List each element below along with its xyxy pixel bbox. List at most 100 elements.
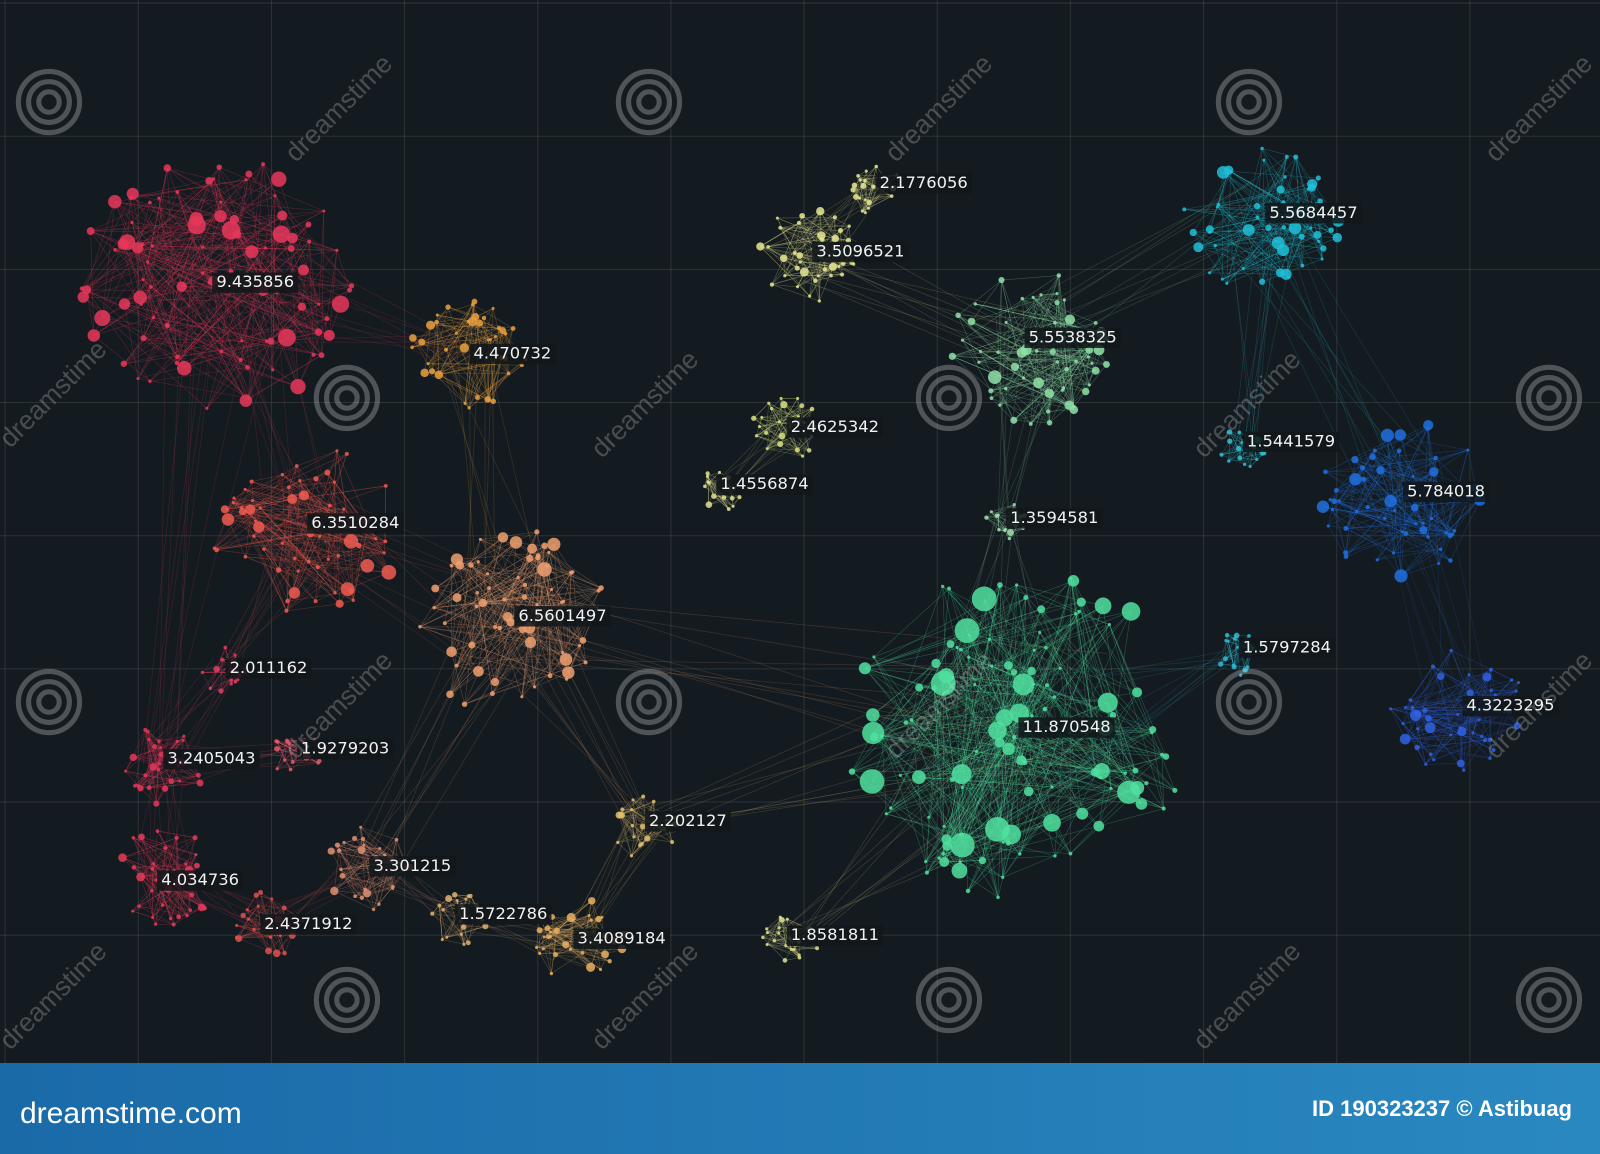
- node-dot: [586, 962, 596, 972]
- link-line: [156, 761, 164, 878]
- edge: [289, 744, 294, 763]
- node-dot: [1012, 735, 1017, 740]
- node-dot: [1055, 292, 1059, 296]
- edge: [181, 179, 247, 287]
- node-dot: [1045, 409, 1051, 414]
- edge: [338, 850, 343, 876]
- edge: [864, 166, 877, 181]
- link-line: [799, 174, 872, 265]
- node-dot: [86, 227, 95, 236]
- edge: [140, 178, 214, 305]
- node-dot: [1276, 185, 1285, 194]
- node-dot: [459, 932, 463, 936]
- edge: [436, 321, 491, 341]
- edge: [864, 166, 877, 181]
- edge: [278, 465, 298, 571]
- node-dot: [157, 762, 162, 766]
- node-dot: [583, 660, 588, 665]
- edge: [767, 235, 822, 248]
- link-line: [249, 291, 481, 361]
- edge: [437, 314, 496, 337]
- node-dot: [1235, 445, 1242, 452]
- edge: [102, 201, 116, 319]
- node-dot: [174, 835, 179, 840]
- edge: [767, 932, 792, 950]
- edge: [451, 565, 484, 604]
- node-dot: [707, 480, 711, 485]
- edge: [288, 487, 295, 593]
- edge: [456, 304, 474, 334]
- edge: [263, 290, 330, 336]
- edge: [428, 363, 522, 366]
- link-line: [1277, 206, 1434, 460]
- node-dot: [481, 315, 487, 321]
- edge: [152, 888, 180, 918]
- node-dot: [150, 889, 154, 893]
- edge: [132, 837, 163, 906]
- node-dot: [474, 604, 479, 609]
- link-line: [1393, 509, 1484, 705]
- edge: [854, 185, 866, 201]
- edge: [216, 668, 232, 685]
- node-dot: [1049, 348, 1056, 355]
- edge: [435, 573, 488, 589]
- edge: [131, 222, 153, 247]
- edge: [547, 928, 591, 968]
- node-dot: [994, 513, 1000, 518]
- node-dot: [872, 655, 876, 659]
- node-dot: [866, 708, 880, 722]
- link-line: [1273, 195, 1363, 462]
- edge: [122, 837, 177, 858]
- edge: [785, 945, 800, 958]
- node-dot: [130, 220, 134, 224]
- edge: [864, 166, 877, 213]
- edge: [247, 909, 269, 952]
- edge: [252, 500, 279, 571]
- edge: [90, 230, 178, 358]
- edge: [785, 919, 788, 946]
- link-line: [161, 308, 281, 766]
- node-dot: [601, 950, 609, 959]
- node-dot: [137, 904, 141, 909]
- edge: [250, 509, 352, 542]
- edge: [152, 766, 172, 782]
- edge: [141, 178, 214, 245]
- edge: [253, 535, 316, 602]
- edge: [631, 809, 641, 846]
- node-dot: [831, 234, 840, 243]
- node-dot: [587, 914, 591, 918]
- edge: [338, 850, 366, 890]
- edge: [132, 193, 324, 212]
- edge: [539, 936, 545, 954]
- node-dot: [157, 196, 161, 200]
- link-line: [257, 249, 463, 365]
- edge: [226, 508, 386, 542]
- node-dot: [297, 302, 307, 311]
- node-dot: [778, 432, 786, 440]
- edge: [86, 289, 151, 382]
- edge: [864, 166, 877, 213]
- node-dot: [1042, 706, 1048, 712]
- node-dot: [160, 903, 165, 907]
- edge: [162, 904, 191, 911]
- edge: [83, 224, 197, 298]
- link-line: [1233, 190, 1291, 452]
- link-line: [781, 722, 1012, 932]
- link-line: [464, 595, 633, 811]
- edge: [539, 930, 552, 974]
- node-dot: [426, 320, 436, 330]
- node-dot: [829, 273, 833, 278]
- edge: [132, 193, 247, 401]
- node-dot: [863, 178, 867, 183]
- link-line: [382, 642, 518, 855]
- edge: [760, 246, 832, 276]
- node-dot: [182, 734, 186, 738]
- edge: [122, 847, 166, 858]
- edge: [233, 502, 261, 509]
- edge: [280, 234, 322, 356]
- node-dot: [196, 779, 204, 787]
- edge: [510, 542, 517, 623]
- node-dot: [363, 887, 367, 892]
- edge: [791, 947, 818, 950]
- node-dot: [245, 365, 250, 370]
